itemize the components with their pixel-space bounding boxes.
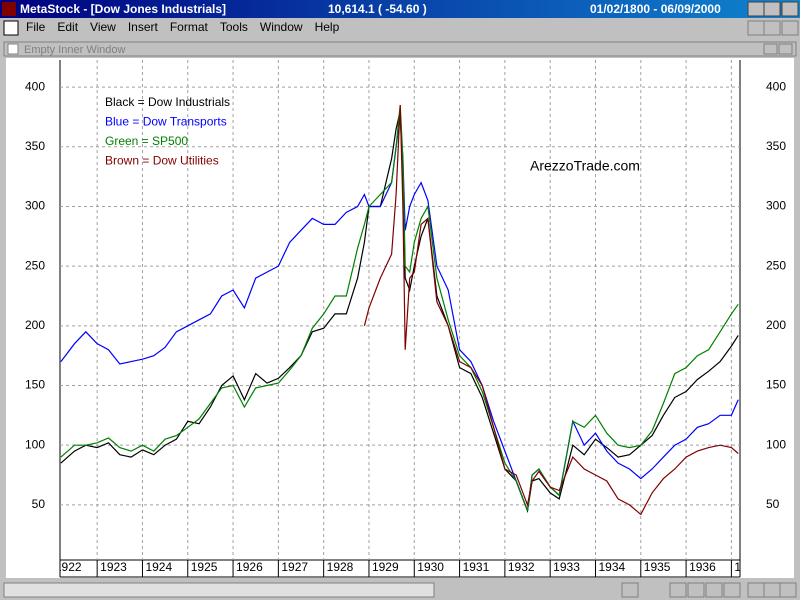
menu-item[interactable]: Format xyxy=(170,20,209,34)
move-btn[interactable] xyxy=(687,582,705,598)
quote: 10,614.1 ( -54.60 ) xyxy=(328,2,427,16)
y-tick-label-right: 100 xyxy=(766,437,786,451)
x-tick-label: 1924 xyxy=(145,560,172,574)
y-tick-label-right: 350 xyxy=(766,139,786,153)
window-buttons[interactable] xyxy=(747,1,799,17)
menu-item[interactable]: Insert xyxy=(128,20,159,34)
x-tick-label: 1927 xyxy=(281,560,308,574)
grid xyxy=(60,60,740,577)
x-tick-label: 1933 xyxy=(553,560,580,574)
x-tick-label: 1923 xyxy=(100,560,127,574)
menu-item[interactable]: Tools xyxy=(220,20,248,34)
inner-maximize[interactable] xyxy=(763,43,778,55)
inner-icon xyxy=(7,43,19,55)
x-tick-label: 1935 xyxy=(644,560,671,574)
minimize[interactable] xyxy=(747,1,765,17)
legend-entry: Black = Dow Industrials xyxy=(105,95,230,109)
scroll-track[interactable] xyxy=(3,582,435,598)
doc-maximize[interactable] xyxy=(763,20,781,36)
y-tick-label: 300 xyxy=(25,199,45,213)
y-tick-label: 150 xyxy=(25,378,45,392)
watermark: ArezzoTrade.com xyxy=(530,158,640,174)
date-range: 01/02/1800 - 06/09/2000 xyxy=(590,2,721,16)
title-bar xyxy=(0,0,800,18)
menu-item[interactable]: File xyxy=(26,20,46,34)
prev[interactable] xyxy=(747,582,765,598)
x-tick-label: 1937 xyxy=(734,560,761,574)
y-tick-label-right: 150 xyxy=(766,378,786,392)
x-tick-label: 1925 xyxy=(191,560,218,574)
zoom-btn[interactable] xyxy=(669,582,687,598)
y-tick-label-right: 50 xyxy=(766,497,780,511)
doc-icon[interactable] xyxy=(3,20,19,36)
legend-entry: Brown = Dow Utilities xyxy=(105,154,219,168)
menu-bar xyxy=(0,18,800,38)
next[interactable] xyxy=(763,582,781,598)
x-tick-label: 1930 xyxy=(417,560,444,574)
inner-title: Empty Inner Window xyxy=(24,44,126,56)
legend-entry: Blue = Dow Transports xyxy=(105,115,227,129)
y-tick-label: 400 xyxy=(25,79,45,93)
x-tick-label: 1932 xyxy=(508,560,535,574)
inner-title-bar xyxy=(3,41,797,57)
scroll-right[interactable] xyxy=(621,582,639,598)
y-tick-label-right: 200 xyxy=(766,318,786,332)
y-tick-label: 350 xyxy=(25,139,45,153)
labels: 50 50 100 100 150 150 200 200 250 250 300 300 350 350… xyxy=(25,79,786,511)
app-icon xyxy=(2,2,16,16)
menu: File Edit View Insert Format Tools Window Help xyxy=(26,20,340,34)
maximize[interactable] xyxy=(763,1,781,17)
x-tick-label: 1934 xyxy=(598,560,625,574)
y-tick-label: 100 xyxy=(25,437,45,451)
x-labels: 1922 1923 1924 1925 1926 1927 1928 1929 1930 1931… xyxy=(55,560,761,574)
end[interactable] xyxy=(779,582,797,598)
menu-item[interactable]: Edit xyxy=(57,20,78,34)
legend-entry: Green = SP500 xyxy=(105,134,188,148)
y-tick-label-right: 250 xyxy=(766,258,786,272)
y-tick-label: 50 xyxy=(32,497,46,511)
close[interactable] xyxy=(781,1,799,17)
zoom-out[interactable] xyxy=(723,582,741,598)
y-tick-label: 250 xyxy=(25,258,45,272)
y-tick-label-right: 300 xyxy=(766,199,786,213)
y-tick-label-right: 400 xyxy=(766,79,786,93)
doc-minimize[interactable] xyxy=(747,20,765,36)
x-tick-label: 1929 xyxy=(372,560,399,574)
series-line xyxy=(60,104,739,512)
menu-item[interactable]: View xyxy=(90,20,116,34)
x-tick-label: 1926 xyxy=(236,560,263,574)
x-tick-label: 1928 xyxy=(327,560,354,574)
zoom-in[interactable] xyxy=(705,582,723,598)
doc-close[interactable] xyxy=(781,20,799,36)
x-tick-label: 1931 xyxy=(463,560,490,574)
plot xyxy=(60,104,739,516)
chart-area xyxy=(6,58,794,578)
series-line xyxy=(363,104,739,516)
menu-item[interactable]: Help xyxy=(315,20,340,34)
x-tick-label: 1922 xyxy=(55,560,82,574)
inner-close[interactable] xyxy=(778,43,793,55)
window-title: MetaStock - [Dow Jones Industrials] xyxy=(20,2,226,16)
menu-item[interactable]: Window xyxy=(260,20,303,34)
y-tick-label: 200 xyxy=(25,318,45,332)
x-tick-label: 1936 xyxy=(689,560,716,574)
